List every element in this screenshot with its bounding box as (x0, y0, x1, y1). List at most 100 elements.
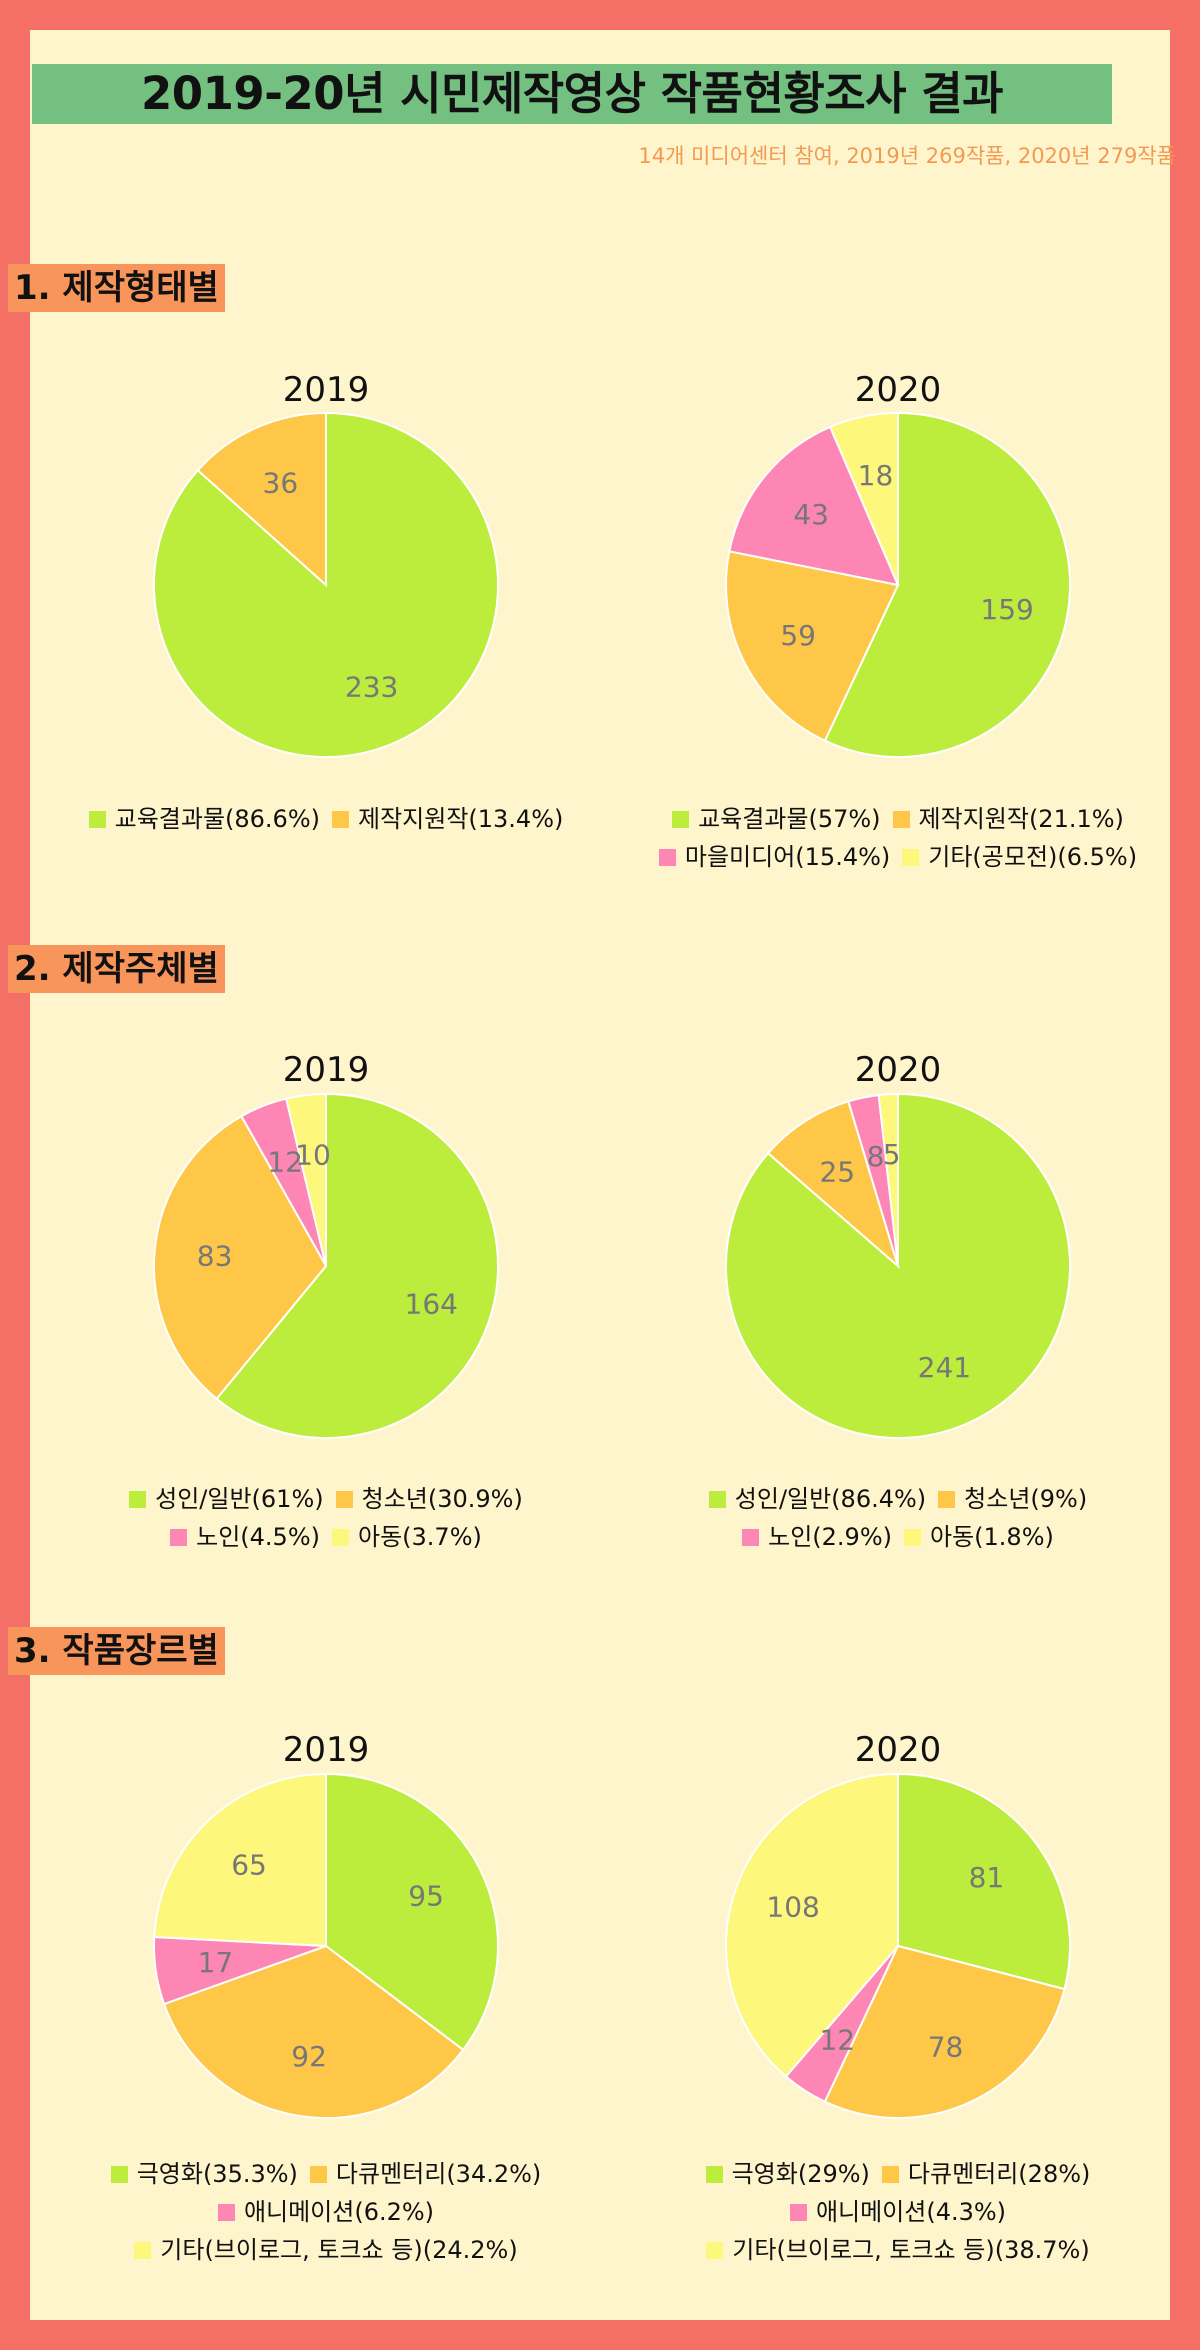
slice-value-label: 81 (969, 1861, 1005, 1894)
legend-label: 교육결과물(57%) (698, 805, 881, 833)
legend-swatch (881, 2166, 899, 2183)
legend-swatch (708, 1491, 726, 1508)
legend-swatch (904, 1529, 921, 1546)
legend-swatch (309, 2166, 327, 2183)
chart-producer-2019-legend: 성인/일반(61%) 청소년(30.9%) 노인(4.5%) 아동(3.7%) (56, 1480, 596, 1556)
pie-slice (153, 1114, 328, 1401)
slice-value-label: 5 (883, 1138, 901, 1171)
legend-item: 애니메이션(6.2%) (217, 2193, 434, 2231)
chart-type-2019-legend: 교육결과물(86.6%) 제작지원작(13.4%) (56, 800, 596, 838)
legend-row: 극영화(29%) 다큐멘터리(28%) (628, 2155, 1168, 2193)
legend-item: 노인(4.5%) (170, 1518, 320, 1556)
pie-slice (766, 1100, 900, 1270)
slice-value-label: 43 (793, 498, 829, 531)
slice-value-label: 164 (405, 1287, 458, 1320)
pie-slice (725, 1772, 899, 2078)
slice-value-label: 10 (295, 1138, 331, 1171)
legend-label: 다큐멘터리(28%) (907, 2160, 1091, 2188)
chart-genre-2020-legend: 극영화(29%) 다큐멘터리(28%) 애니메이션(4.3%) 기타(브이로그, 토크… (628, 2155, 1168, 2269)
slice-value-label: 95 (408, 1880, 444, 1913)
slice-value-label: 83 (197, 1240, 233, 1273)
legend-item: 다큐멘터리(34.2%) (309, 2155, 542, 2193)
slice-value-label: 18 (858, 459, 894, 492)
chart-type-2019-pie: 233 36 (153, 411, 499, 758)
legend-label: 노인(2.9%) (768, 1523, 892, 1551)
legend-row: 극영화(35.3%) 다큐멘터리(34.2%) (56, 2155, 596, 2193)
chart-genre-2020-title: 2020 (854, 1730, 942, 1770)
legend-swatch (742, 1529, 760, 1546)
legend-swatch (88, 811, 106, 828)
legend-swatch (134, 2242, 152, 2259)
legend-label: 제작지원작(21.1%) (918, 805, 1124, 833)
legend-label: 기타(브이로그, 토크쇼 등)(24.2%) (160, 2236, 518, 2264)
slice-value-label: 17 (198, 1946, 234, 1979)
legend-item: 청소년(30.9%) (335, 1480, 523, 1518)
section-heading-producer: 2. 제작주체별 (8, 945, 225, 993)
legend-item: 극영화(35.3%) (110, 2155, 298, 2193)
slice-value-label: 159 (980, 593, 1033, 626)
pie-slice (823, 1944, 1066, 2119)
legend-item: 교육결과물(57%) (672, 800, 881, 838)
legend-item: 아동(1.8%) (904, 1518, 1054, 1556)
page-title: 2019-20년 시민제작영상 작품현황조사 결과 (32, 64, 1112, 124)
legend-item: 교육결과물(86.6%) (88, 800, 320, 838)
chart-genre-2019-pie: 95 92 17 65 (153, 1772, 499, 2119)
legend-swatch (217, 2204, 235, 2221)
legend-swatch (110, 2166, 128, 2183)
legend-label: 아동(3.7%) (358, 1523, 482, 1551)
pie-slice (215, 1092, 500, 1439)
legend-swatch (332, 1529, 349, 1546)
legend-swatch (658, 849, 676, 866)
legend-item: 극영화(29%) (705, 2155, 870, 2193)
legend-swatch (892, 811, 910, 828)
legend-label: 노인(4.5%) (196, 1523, 320, 1551)
legend-swatch (672, 811, 690, 828)
legend-label: 다큐멘터리(34.2%) (335, 2160, 542, 2188)
chart-type-2019-title: 2019 (282, 370, 370, 410)
legend-label: 청소년(30.9%) (361, 1485, 523, 1513)
chart-type-2020-pie: 159 59 43 18 (725, 411, 1071, 758)
legend-item: 청소년(9%) (938, 1480, 1087, 1518)
slice-value-label: 36 (263, 466, 299, 499)
pie-slice (728, 425, 900, 587)
legend-row: 노인(2.9%) 아동(1.8%) (628, 1518, 1168, 1556)
legend-label: 제작지원작(13.4%) (358, 805, 564, 833)
page-subtitle: 14개 미디어센터 참여, 2019년 269작품, 2020년 279작품 (638, 144, 1176, 168)
pie-slice (828, 411, 899, 586)
section-heading-production-type: 1. 제작형태별 (8, 264, 225, 312)
chart-producer-2020-legend: 성인/일반(86.4%) 청소년(9%) 노인(2.9%) 아동(1.8%) (628, 1480, 1168, 1556)
legend-row: 교육결과물(57%) 제작지원작(21.1%) (628, 800, 1168, 838)
legend-swatch (170, 1529, 188, 1546)
section-heading-genre: 3. 작품장르별 (8, 1627, 225, 1675)
slice-value-label: 78 (928, 2031, 964, 2064)
legend-item: 제작지원작(13.4%) (332, 800, 563, 838)
legend-label: 기타(브이로그, 토크쇼 등)(38.7%) (732, 2236, 1090, 2264)
slice-value-label: 25 (819, 1156, 855, 1189)
pie-slice (897, 1772, 1071, 1991)
slice-value-label: 233 (345, 671, 398, 704)
chart-genre-2020-pie: 81 78 12 108 (725, 1772, 1071, 2119)
legend-swatch (332, 811, 349, 828)
legend-swatch (938, 1491, 956, 1508)
slice-value-label: 59 (780, 619, 816, 652)
pie-slice (877, 1092, 899, 1267)
chart-genre-2019-legend: 극영화(35.3%) 다큐멘터리(34.2%) 애니메이션(6.2%) 기타(브이로그… (56, 2155, 596, 2269)
legend-swatch (706, 2242, 724, 2259)
legend-row: 노인(4.5%) 아동(3.7%) (56, 1518, 596, 1556)
chart-producer-2020-pie: 241 25 85 (725, 1092, 1071, 1439)
legend-label: 성인/일반(86.4%) (734, 1485, 927, 1513)
legend-item: 기타(브이로그, 토크쇼 등)(38.7%) (706, 2231, 1090, 2269)
legend-swatch (129, 1491, 147, 1508)
chart-type-2020-legend: 교육결과물(57%) 제작지원작(21.1%) 마을미디어(15.4%) 기타(공모전… (628, 800, 1168, 876)
chart-producer-2020-title: 2020 (854, 1050, 942, 1090)
legend-label: 기타(공모전)(6.5%) (928, 843, 1138, 871)
slice-value-label: 12 (267, 1145, 303, 1178)
legend-label: 성인/일반(61%) (155, 1485, 324, 1513)
legend-item: 기타(공모전)(6.5%) (902, 838, 1137, 876)
legend-label: 극영화(29%) (731, 2160, 870, 2188)
pie-slice (284, 1092, 327, 1267)
legend-label: 애니메이션(4.3%) (815, 2198, 1007, 2226)
legend-row: 성인/일반(61%) 청소년(30.9%) (56, 1480, 596, 1518)
pie-slice (325, 1772, 499, 2052)
